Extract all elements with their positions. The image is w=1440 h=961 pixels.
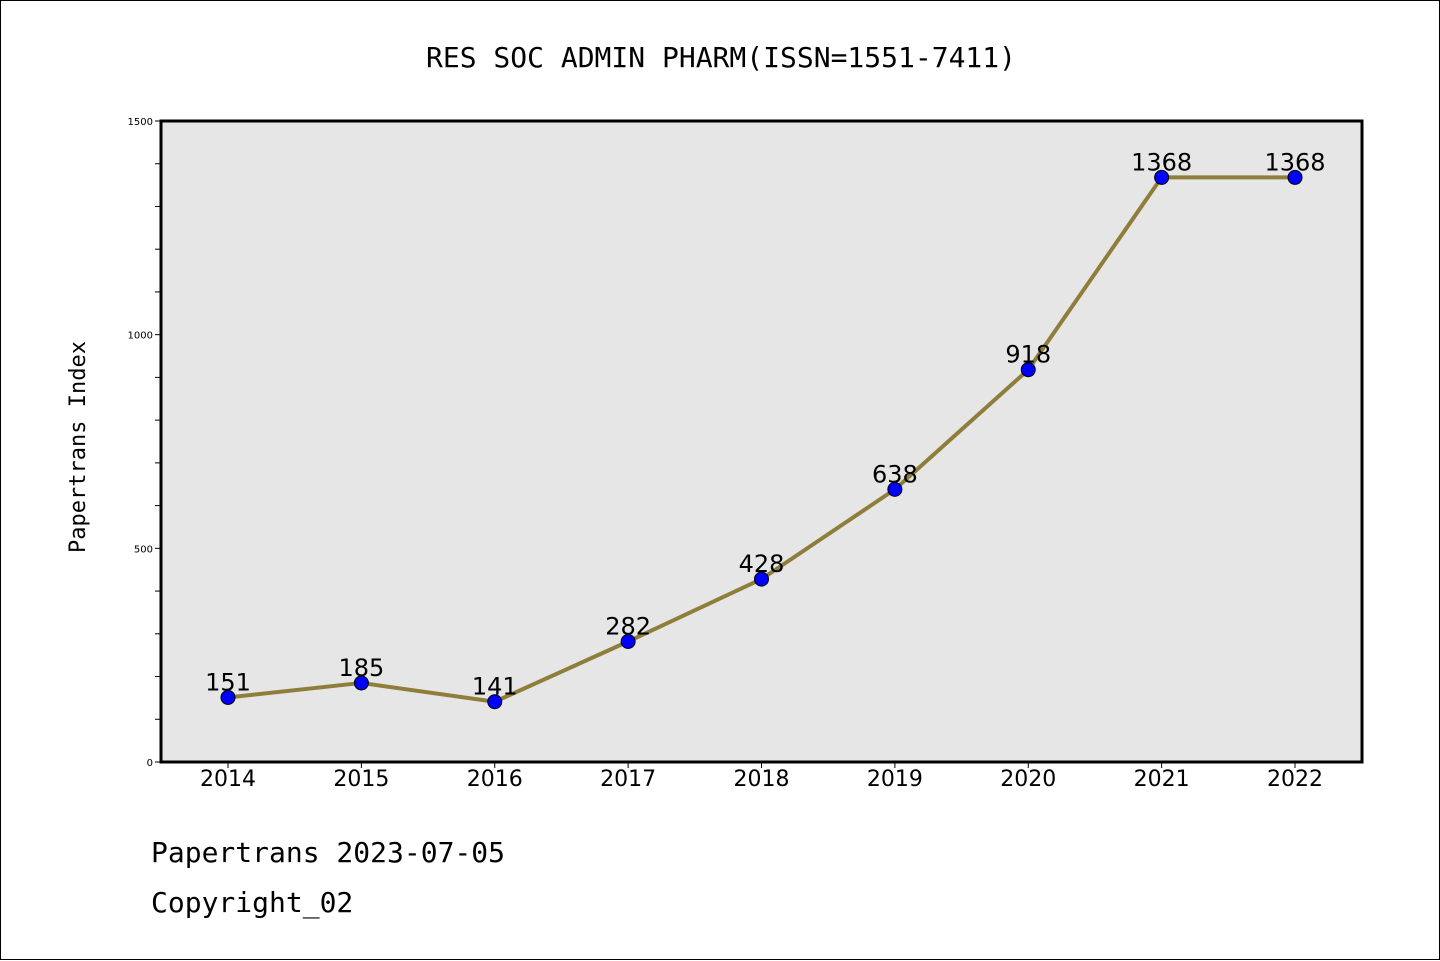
data-point bbox=[1154, 169, 1170, 185]
plot-background bbox=[161, 121, 1362, 762]
plot-border bbox=[159, 119, 1364, 764]
x-tick-label: 2022 bbox=[1267, 767, 1323, 792]
data-point bbox=[754, 571, 769, 587]
data-point bbox=[1287, 169, 1303, 185]
plot-area: 0 500 1000 1500 2014 2015 2016 2017 2018 2019 2020… bbox=[128, 117, 1364, 792]
footer-copyright-text: Copyright_02 bbox=[151, 886, 354, 919]
y-tick-label: 500 bbox=[134, 544, 153, 555]
y-tick-label: 1500 bbox=[128, 117, 153, 128]
chart-title: RES SOC ADMIN PHARM(ISSN=1551-7411) bbox=[426, 41, 1016, 74]
y-tick-label: 0 bbox=[147, 758, 153, 769]
data-point bbox=[1020, 362, 1036, 378]
x-tick-label: 2017 bbox=[600, 767, 656, 792]
data-point bbox=[487, 694, 503, 710]
data-point bbox=[220, 689, 236, 705]
y-tick-label: 1000 bbox=[128, 331, 153, 342]
x-tick-label: 2018 bbox=[734, 767, 790, 792]
x-tick-label: 2016 bbox=[467, 767, 523, 792]
y-axis-label: Papertrans Index bbox=[66, 341, 91, 553]
x-tick-label: 2014 bbox=[200, 767, 256, 792]
data-point bbox=[620, 633, 636, 649]
x-tick-label: 2015 bbox=[333, 767, 389, 792]
x-tick-label: 2021 bbox=[1134, 767, 1190, 792]
x-tick-label: 2020 bbox=[1000, 767, 1056, 792]
x-tick-label: 2019 bbox=[867, 767, 923, 792]
data-point bbox=[353, 675, 369, 691]
data-point bbox=[887, 481, 903, 497]
footer-date-text: Papertrans 2023-07-05 bbox=[151, 836, 506, 869]
